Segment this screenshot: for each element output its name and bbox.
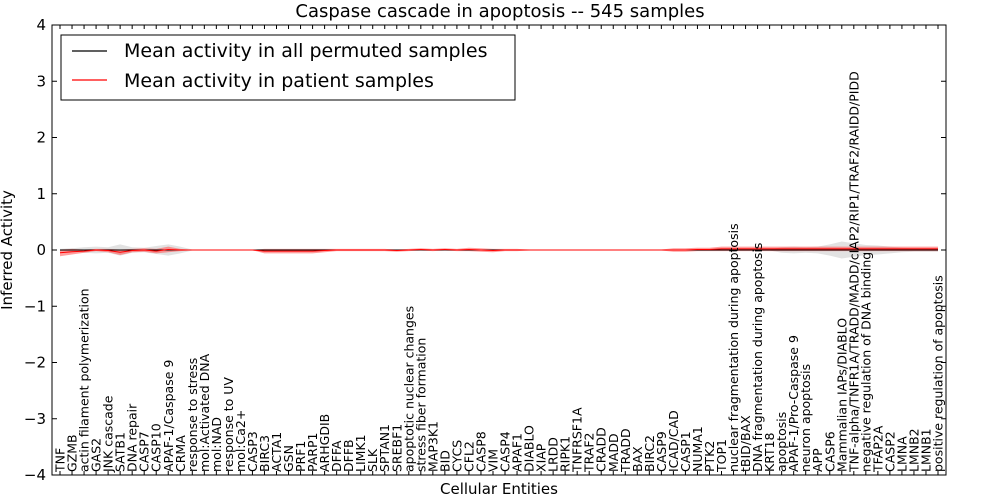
x-tick-label: PTK2 bbox=[702, 441, 717, 472]
x-tick-label: APAF-1/Caspase 9 bbox=[161, 360, 176, 472]
x-tick-label: CYCS bbox=[449, 440, 464, 472]
x-tick-label: APAF-1/Pro-Caspase 9 bbox=[786, 335, 801, 472]
y-tick-label: −1 bbox=[24, 297, 46, 315]
x-tick-label: CFL2 bbox=[461, 441, 476, 472]
x-axis-label: Cellular Entities bbox=[440, 480, 558, 498]
x-tick-label: PRF1 bbox=[293, 441, 308, 472]
x-tick-label: LRDD bbox=[546, 437, 561, 472]
x-tick-label: nuclear fragmentation during apoptosis bbox=[726, 223, 741, 472]
x-tick-label: LMNA bbox=[894, 436, 909, 472]
y-axis-label: Inferred Activity bbox=[0, 190, 16, 310]
x-tick-label: response to UV bbox=[221, 377, 236, 472]
x-tick-label: BAX bbox=[630, 446, 645, 472]
x-tick-label: mol:NAD bbox=[209, 417, 224, 472]
y-tick-label: −2 bbox=[24, 354, 46, 372]
legend-box bbox=[60, 34, 516, 101]
x-tick-label: PARP1 bbox=[305, 433, 320, 472]
x-tick-label: TNFRSF1A bbox=[570, 407, 585, 473]
x-tick-label: CRADD bbox=[594, 427, 609, 472]
x-tick-label: CASP9 bbox=[654, 431, 669, 472]
x-tick-label: GZMB bbox=[65, 434, 80, 472]
x-tick-label: SREBF1 bbox=[389, 424, 404, 472]
x-tick-label: TFAP2A bbox=[870, 425, 885, 473]
x-tick-label: SATB1 bbox=[113, 432, 128, 472]
y-tick-label: 4 bbox=[36, 16, 46, 34]
x-tick-label: BID bbox=[437, 450, 452, 472]
x-tick-label: tBID/BAX bbox=[738, 415, 753, 472]
x-tick-label: SPTAN1 bbox=[377, 424, 392, 472]
x-tick-label: CASP10 bbox=[149, 423, 164, 472]
x-tick-label: negative regulation of DNA binding bbox=[858, 252, 873, 472]
x-tick-label: CASP3 bbox=[245, 431, 260, 472]
x-tick-label: neuron apoptosis bbox=[798, 364, 813, 472]
x-tick-label: GAS2 bbox=[89, 438, 104, 472]
series-line-patient bbox=[59, 248, 938, 254]
y-tick-label: −3 bbox=[24, 410, 46, 428]
x-tick-label: response to stress bbox=[185, 358, 200, 472]
x-tick-label: GSN bbox=[281, 445, 296, 472]
legend: Mean activity in all permuted samples Me… bbox=[60, 34, 516, 101]
x-tick-label: CASP2 bbox=[882, 431, 897, 472]
x-tick-label: MADD bbox=[606, 433, 621, 472]
x-tick-label: TRADD bbox=[618, 428, 633, 473]
x-tick-label: SLK bbox=[365, 448, 380, 472]
y-tick-label: 3 bbox=[36, 72, 46, 90]
x-tick-label: DFFA bbox=[329, 440, 344, 472]
x-tick-label: Mammalian IAPs/DIABLO bbox=[834, 318, 849, 472]
x-tick-label: CASP1 bbox=[678, 431, 693, 472]
x-tick-label: TRAF2 bbox=[582, 432, 597, 473]
x-tick-label: CRMA bbox=[173, 435, 188, 472]
x-tick-label: NUMA1 bbox=[690, 426, 705, 472]
y-tick-label: 1 bbox=[36, 185, 46, 203]
x-tick-label: stress fiber formation bbox=[413, 338, 428, 472]
x-tick-label: LMNB2 bbox=[906, 428, 921, 472]
x-tick-label: APP bbox=[810, 448, 825, 472]
x-tick-label: CASP7 bbox=[137, 431, 152, 472]
x-tick-label: CASP4 bbox=[498, 431, 513, 472]
x-tick-label: TOP1 bbox=[714, 439, 729, 473]
x-tick-label: TNF bbox=[53, 448, 68, 473]
x-tick-label: JNK cascade bbox=[101, 395, 116, 473]
x-tick-label: positive regulation of apoptosis bbox=[931, 275, 946, 472]
x-tick-label: CASP6 bbox=[822, 431, 837, 472]
series-lines bbox=[59, 248, 938, 254]
x-tick-label: mol:Ca2+ bbox=[233, 410, 248, 472]
x-tick-label: apoptotic nuclear changes bbox=[401, 306, 416, 472]
x-tick-label: BIRC3 bbox=[257, 435, 272, 472]
x-tick-label: DNA repair bbox=[125, 403, 140, 472]
y-tick-label: −4 bbox=[24, 466, 46, 484]
x-tick-label: BIRC2 bbox=[642, 435, 657, 472]
x-tick-label: mol:Activated DNA bbox=[197, 353, 212, 472]
x-tick-label: DFFB bbox=[341, 439, 356, 472]
x-tick-label: APAF1 bbox=[510, 433, 525, 472]
chart-title: Caspase cascade in apoptosis -- 545 samp… bbox=[295, 1, 704, 22]
x-tick-label: LIMK1 bbox=[353, 434, 368, 472]
x-tick-label: ICAD/CAD bbox=[666, 410, 681, 472]
x-tick-label: MAP3K1 bbox=[425, 421, 440, 472]
x-tick-label: ARHGDIB bbox=[317, 414, 332, 472]
x-tick-label: apoptosis bbox=[774, 412, 789, 472]
x-tick-label: CASP8 bbox=[473, 431, 488, 472]
x-tick-label: ACTA1 bbox=[269, 432, 284, 472]
x-tick-label: TNF-alpha/TNFR1A/TRADD/MADD/cIAP2/RIP1/T… bbox=[846, 71, 861, 473]
legend-label-patient: Mean activity in patient samples bbox=[124, 70, 434, 92]
x-tick-label: KRT18 bbox=[762, 432, 777, 472]
x-tick-label: actin filament polymerization bbox=[77, 288, 92, 472]
legend-label-permuted: Mean activity in all permuted samples bbox=[124, 40, 487, 62]
x-tick-label: VIM bbox=[485, 449, 500, 472]
y-axis-ticks: 4 3 2 1 0 −1 −2 −3 −4 bbox=[24, 16, 946, 484]
x-tick-label: RIPK1 bbox=[558, 436, 573, 472]
x-tick-label: DNA fragmentation during apoptosis bbox=[750, 243, 765, 472]
x-tick-label: XIAP bbox=[534, 443, 549, 472]
y-tick-label: 0 bbox=[36, 241, 46, 259]
y-tick-label: 2 bbox=[36, 129, 46, 147]
x-tick-label: LMNB1 bbox=[918, 428, 933, 472]
x-tick-label: DIABLO bbox=[522, 425, 537, 472]
